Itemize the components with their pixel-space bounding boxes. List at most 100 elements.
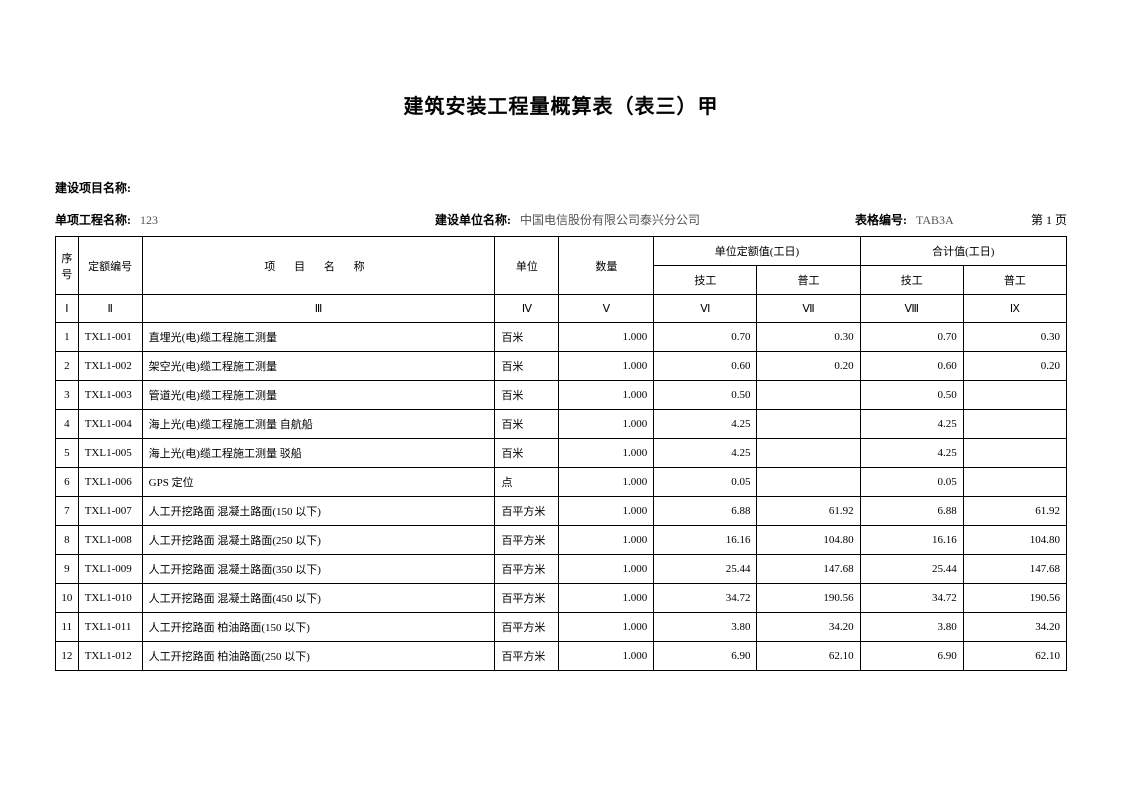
th-qty: 数量 [559, 237, 654, 295]
cell-tSk: 34.72 [860, 584, 963, 613]
cell-code: TXL1-010 [78, 584, 142, 613]
th-code: 定额编号 [78, 237, 142, 295]
cell-tSk: 6.90 [860, 642, 963, 671]
roman-cell: Ⅵ [654, 295, 757, 323]
th-seq: 序号 [56, 237, 79, 295]
table-row: 9TXL1-009人工开挖路面 混凝土路面(350 以下)百平方米1.00025… [56, 555, 1067, 584]
th-unit-quota: 单位定额值(工日) [654, 237, 860, 266]
cell-tSk: 16.16 [860, 526, 963, 555]
document-title: 建筑安装工程量概算表（表三）甲 [55, 90, 1067, 119]
cell-tUn: 104.80 [963, 526, 1066, 555]
cell-uSk: 6.88 [654, 497, 757, 526]
cell-qty: 1.000 [559, 526, 654, 555]
cell-tSk: 4.25 [860, 439, 963, 468]
cell-tUn: 190.56 [963, 584, 1066, 613]
cell-code: TXL1-001 [78, 323, 142, 352]
cell-tSk: 0.50 [860, 381, 963, 410]
cell-uSk: 6.90 [654, 642, 757, 671]
cell-uUn: 0.20 [757, 352, 860, 381]
cell-unit: 百平方米 [495, 555, 559, 584]
roman-cell: Ⅰ [56, 295, 79, 323]
cell-tUn: 34.20 [963, 613, 1066, 642]
cell-seq: 3 [56, 381, 79, 410]
cell-name: 人工开挖路面 混凝土路面(150 以下) [142, 497, 495, 526]
cell-seq: 10 [56, 584, 79, 613]
cell-code: TXL1-009 [78, 555, 142, 584]
cell-uUn [757, 381, 860, 410]
roman-cell: Ⅳ [495, 295, 559, 323]
table-row: 11TXL1-011人工开挖路面 柏油路面(150 以下)百平方米1.0003.… [56, 613, 1067, 642]
cell-uSk: 0.50 [654, 381, 757, 410]
meta-item-value: 123 [140, 213, 158, 227]
roman-cell: Ⅶ [757, 295, 860, 323]
cell-name: 人工开挖路面 柏油路面(150 以下) [142, 613, 495, 642]
cell-qty: 1.000 [559, 381, 654, 410]
cell-uUn [757, 410, 860, 439]
cell-unit: 百平方米 [495, 584, 559, 613]
cell-unit: 百平方米 [495, 526, 559, 555]
meta-form-label: 表格编号: [855, 213, 907, 227]
meta-org-value: 中国电信股份有限公司泰兴分公司 [520, 213, 700, 227]
th-unit-skilled: 技工 [654, 266, 757, 295]
table-row: 5TXL1-005海上光(电)缆工程施工测量 驳船百米1.0004.254.25 [56, 439, 1067, 468]
estimate-table: 序号 定额编号 项 目 名 称 单位 数量 单位定额值(工日) 合计值(工日) … [55, 236, 1067, 671]
cell-seq: 2 [56, 352, 79, 381]
th-total-skilled: 技工 [860, 266, 963, 295]
cell-name: 人工开挖路面 混凝土路面(250 以下) [142, 526, 495, 555]
cell-seq: 12 [56, 642, 79, 671]
cell-code: TXL1-003 [78, 381, 142, 410]
cell-unit: 百米 [495, 352, 559, 381]
cell-name: 人工开挖路面 混凝土路面(450 以下) [142, 584, 495, 613]
cell-seq: 9 [56, 555, 79, 584]
cell-seq: 1 [56, 323, 79, 352]
cell-unit: 百米 [495, 323, 559, 352]
cell-unit: 百平方米 [495, 613, 559, 642]
cell-tUn [963, 439, 1066, 468]
roman-cell: Ⅱ [78, 295, 142, 323]
th-total-unskilled: 普工 [963, 266, 1066, 295]
cell-qty: 1.000 [559, 410, 654, 439]
cell-qty: 1.000 [559, 584, 654, 613]
cell-seq: 4 [56, 410, 79, 439]
th-unit-unskilled: 普工 [757, 266, 860, 295]
meta-row: 单项工程名称: 123 建设单位名称: 中国电信股份有限公司泰兴分公司 表格编号… [55, 211, 1067, 228]
th-unit: 单位 [495, 237, 559, 295]
cell-tSk: 0.60 [860, 352, 963, 381]
cell-seq: 5 [56, 439, 79, 468]
cell-tUn [963, 381, 1066, 410]
cell-tUn: 61.92 [963, 497, 1066, 526]
cell-tSk: 0.70 [860, 323, 963, 352]
cell-unit: 百平方米 [495, 497, 559, 526]
table-row: 4TXL1-004海上光(电)缆工程施工测量 自航船百米1.0004.254.2… [56, 410, 1067, 439]
cell-name: 海上光(电)缆工程施工测量 自航船 [142, 410, 495, 439]
cell-uUn: 34.20 [757, 613, 860, 642]
th-total: 合计值(工日) [860, 237, 1066, 266]
cell-uUn [757, 439, 860, 468]
cell-qty: 1.000 [559, 468, 654, 497]
cell-qty: 1.000 [559, 497, 654, 526]
cell-tSk: 6.88 [860, 497, 963, 526]
cell-name: 人工开挖路面 柏油路面(250 以下) [142, 642, 495, 671]
cell-tUn: 147.68 [963, 555, 1066, 584]
roman-cell: Ⅸ [963, 295, 1066, 323]
meta-project-label: 建设项目名称: [55, 181, 131, 195]
cell-code: TXL1-005 [78, 439, 142, 468]
cell-qty: 1.000 [559, 642, 654, 671]
cell-tSk: 4.25 [860, 410, 963, 439]
th-name: 项 目 名 称 [142, 237, 495, 295]
cell-uSk: 0.60 [654, 352, 757, 381]
cell-unit: 百米 [495, 410, 559, 439]
meta-project: 建设项目名称: [55, 179, 1067, 196]
cell-uSk: 34.72 [654, 584, 757, 613]
cell-name: GPS 定位 [142, 468, 495, 497]
cell-code: TXL1-012 [78, 642, 142, 671]
cell-tSk: 0.05 [860, 468, 963, 497]
meta-item-label: 单项工程名称: [55, 213, 131, 227]
table-row: 2TXL1-002架空光(电)缆工程施工测量百米1.0000.600.200.6… [56, 352, 1067, 381]
cell-uSk: 0.05 [654, 468, 757, 497]
cell-name: 直埋光(电)缆工程施工测量 [142, 323, 495, 352]
cell-code: TXL1-004 [78, 410, 142, 439]
cell-seq: 11 [56, 613, 79, 642]
table-row: 8TXL1-008人工开挖路面 混凝土路面(250 以下)百平方米1.00016… [56, 526, 1067, 555]
table-row: 12TXL1-012人工开挖路面 柏油路面(250 以下)百平方米1.0006.… [56, 642, 1067, 671]
